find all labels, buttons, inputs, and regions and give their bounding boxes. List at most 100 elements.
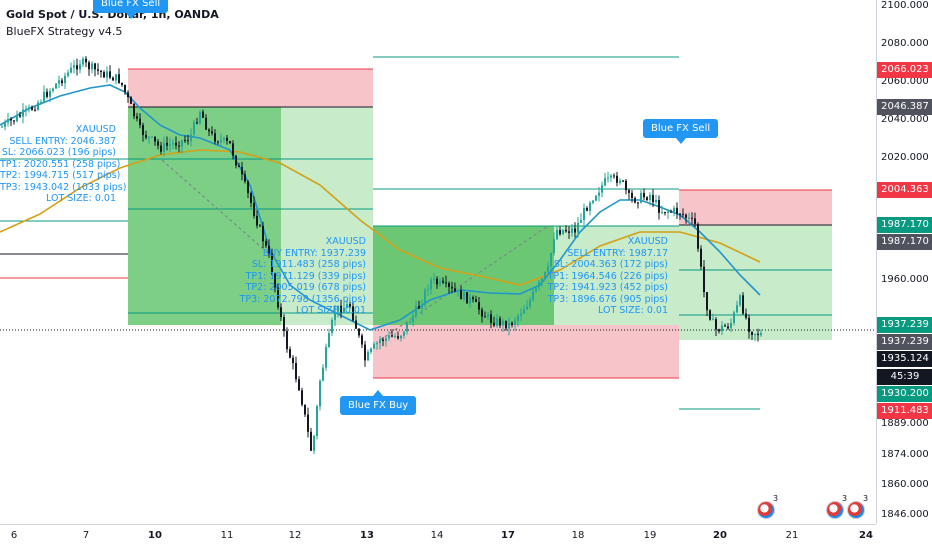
economic-event-icon[interactable]: 3 bbox=[826, 494, 847, 519]
candle-body bbox=[634, 198, 636, 203]
price-tick: 1874.000 bbox=[881, 449, 929, 460]
candle-body bbox=[100, 70, 102, 73]
candle-body bbox=[277, 287, 279, 308]
candle-body bbox=[598, 192, 600, 196]
candle-body bbox=[712, 319, 714, 321]
candle-body bbox=[421, 304, 423, 309]
price-tick: 1860.000 bbox=[881, 479, 929, 490]
candle-body bbox=[556, 230, 558, 240]
price-tick: 2080.000 bbox=[881, 38, 929, 49]
sell1-stoploss-zone bbox=[128, 69, 373, 107]
candle-body bbox=[169, 144, 171, 146]
candle-body bbox=[388, 335, 390, 339]
candle-body bbox=[154, 136, 156, 142]
entry-price-label: 1937.239 bbox=[877, 334, 932, 350]
candle-body bbox=[703, 266, 705, 293]
candle-body bbox=[628, 190, 630, 193]
candle-body bbox=[85, 58, 87, 63]
candle-body bbox=[115, 74, 117, 81]
candle-body bbox=[427, 289, 429, 291]
sell-signal-right: Blue FX Sell bbox=[643, 119, 719, 144]
slow-moving-average bbox=[0, 149, 761, 286]
candle-body bbox=[619, 180, 621, 183]
candle-body bbox=[256, 215, 258, 226]
candle-body bbox=[73, 65, 75, 68]
candle-body bbox=[139, 118, 141, 126]
sell1-trajectory bbox=[161, 159, 279, 263]
candle-body bbox=[760, 333, 762, 336]
time-tick: 19 bbox=[643, 530, 657, 541]
candle-body bbox=[739, 295, 741, 306]
candle-body bbox=[550, 252, 552, 266]
candle-body bbox=[601, 185, 603, 193]
candle-body bbox=[133, 103, 135, 117]
candle-body bbox=[40, 101, 42, 103]
candle-body bbox=[199, 111, 201, 124]
candle-body bbox=[49, 91, 51, 97]
candle-body bbox=[367, 351, 369, 361]
candle-body bbox=[502, 320, 504, 326]
economic-event-icon[interactable]: 3 bbox=[757, 494, 778, 519]
candle-body bbox=[562, 229, 564, 235]
candle-body bbox=[472, 297, 474, 300]
time-tick: 24 bbox=[859, 530, 873, 541]
candle-body bbox=[364, 344, 366, 361]
candle-body bbox=[499, 318, 501, 326]
current-price-label: 1935.124 bbox=[877, 351, 932, 367]
candle-body bbox=[589, 202, 591, 211]
candle-body bbox=[175, 142, 177, 146]
candle-body bbox=[151, 136, 153, 138]
candle-body bbox=[544, 271, 546, 279]
candle-body bbox=[37, 102, 39, 110]
candle-body bbox=[517, 315, 519, 321]
candle-body bbox=[106, 71, 108, 78]
sell2-trade-info: XAUUSD SELL ENTRY: 1987.17 SL: 2004.363 … bbox=[547, 236, 668, 316]
candle-body bbox=[553, 239, 555, 253]
candle-body bbox=[193, 122, 195, 135]
tp-price-label: 1930.200 bbox=[877, 386, 932, 402]
candle-body bbox=[640, 192, 642, 203]
candle-body bbox=[691, 217, 693, 219]
time-tick: 21 bbox=[785, 530, 799, 541]
chart-canvas[interactable] bbox=[0, 0, 876, 524]
candle-body bbox=[727, 326, 729, 329]
candle-body bbox=[346, 304, 348, 308]
time-tick: 12 bbox=[288, 530, 302, 541]
candle-body bbox=[337, 305, 339, 312]
price-tick: 2060.000 bbox=[881, 76, 929, 87]
candle-body bbox=[487, 314, 489, 317]
price-chart[interactable]: Gold Spot / U.S. Dollar, 1h, OANDA BlueF… bbox=[0, 0, 876, 524]
time-axis[interactable]: 6 7 10 11 12 13 14 17 18 19 20 21 24 bbox=[0, 524, 876, 551]
candle-body bbox=[103, 72, 105, 78]
candle-body bbox=[406, 322, 408, 332]
price-tick: 1846.000 bbox=[881, 509, 929, 520]
time-tick: 17 bbox=[501, 530, 515, 541]
price-tick: 2040.000 bbox=[881, 114, 929, 125]
candle-body bbox=[271, 253, 273, 274]
time-tick: 13 bbox=[360, 530, 374, 541]
candle-body bbox=[274, 273, 276, 288]
candle-body bbox=[526, 306, 528, 310]
candle-body bbox=[583, 207, 585, 221]
candle-body bbox=[754, 333, 756, 335]
candle-body bbox=[334, 311, 336, 320]
sl-price-label: 2066.023 bbox=[877, 62, 932, 78]
candle-body bbox=[229, 141, 231, 144]
candle-body bbox=[433, 278, 435, 280]
candle-body bbox=[697, 224, 699, 249]
price-axis[interactable]: 2100.000 2080.000 2060.000 2040.000 2020… bbox=[876, 0, 932, 524]
entry-price-label: 2046.387 bbox=[877, 99, 932, 115]
candle-body bbox=[451, 286, 453, 289]
candle-body bbox=[217, 141, 219, 143]
candle-body bbox=[400, 335, 402, 339]
candle-body bbox=[436, 278, 438, 285]
time-tick: 7 bbox=[82, 530, 90, 541]
candle-body bbox=[496, 318, 498, 326]
candle-body bbox=[61, 80, 63, 84]
candle-body bbox=[580, 220, 582, 223]
candle-body bbox=[607, 177, 609, 179]
strategy-name[interactable]: BlueFX Strategy v4.5 bbox=[6, 25, 123, 38]
candle-body bbox=[250, 192, 252, 203]
sl-price-label: 1911.483 bbox=[877, 403, 932, 419]
economic-event-icon[interactable]: 3 bbox=[847, 494, 868, 519]
